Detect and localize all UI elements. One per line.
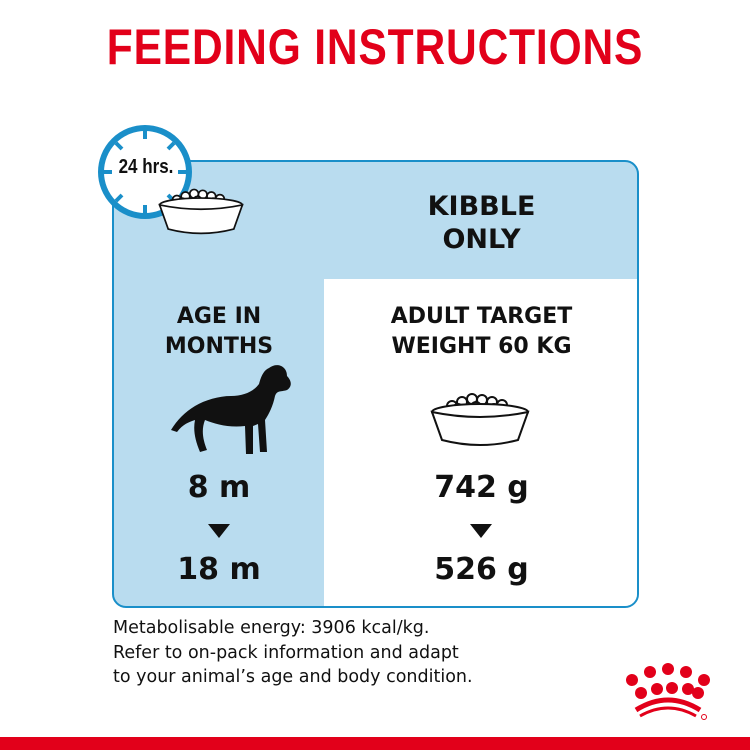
arrow-down-icon bbox=[208, 524, 230, 538]
clock-icon bbox=[98, 125, 192, 219]
arrow-down-icon bbox=[470, 524, 492, 538]
grams-from: 742 g bbox=[434, 470, 529, 505]
dog-icon bbox=[171, 365, 291, 454]
footer-line3: to your animal’s age and body condition. bbox=[113, 667, 473, 687]
kibble-header: KIBBLE ONLY bbox=[324, 190, 637, 256]
food-bowl-icon bbox=[430, 393, 530, 446]
royal-canin-crown-logo bbox=[626, 663, 710, 720]
weight-header: ADULT TARGET WEIGHT 60 KG bbox=[324, 302, 637, 362]
page-title: FEEDING INSTRUCTIONS bbox=[106, 19, 644, 75]
weight-header-line1: ADULT TARGET bbox=[390, 304, 573, 329]
food-bowl-icon bbox=[158, 188, 244, 235]
age-header: AGE IN MONTHS bbox=[114, 302, 324, 362]
age-to: 18 m bbox=[177, 552, 261, 587]
footer-line1: Metabolisable energy: 3906 kcal/kg. bbox=[113, 618, 430, 638]
footer-note: Metabolisable energy: 3906 kcal/kg. Refe… bbox=[113, 616, 473, 690]
clock-label: 24 hrs. bbox=[118, 156, 174, 178]
kibble-header-line2: ONLY bbox=[442, 224, 521, 255]
age-header-line2: MONTHS bbox=[164, 334, 274, 359]
kibble-header-line1: KIBBLE bbox=[427, 191, 536, 222]
grams-to: 526 g bbox=[434, 552, 529, 587]
weight-header-line2: WEIGHT 60 KG bbox=[391, 334, 572, 359]
feeding-table: KIBBLE ONLY AGE IN MONTHS ADULT TARGET W… bbox=[112, 160, 639, 608]
age-from: 8 m bbox=[187, 470, 251, 505]
brand-bar bbox=[0, 737, 750, 750]
footer-line2: Refer to on-pack information and adapt bbox=[113, 642, 459, 663]
age-header-line1: AGE IN bbox=[176, 304, 262, 329]
